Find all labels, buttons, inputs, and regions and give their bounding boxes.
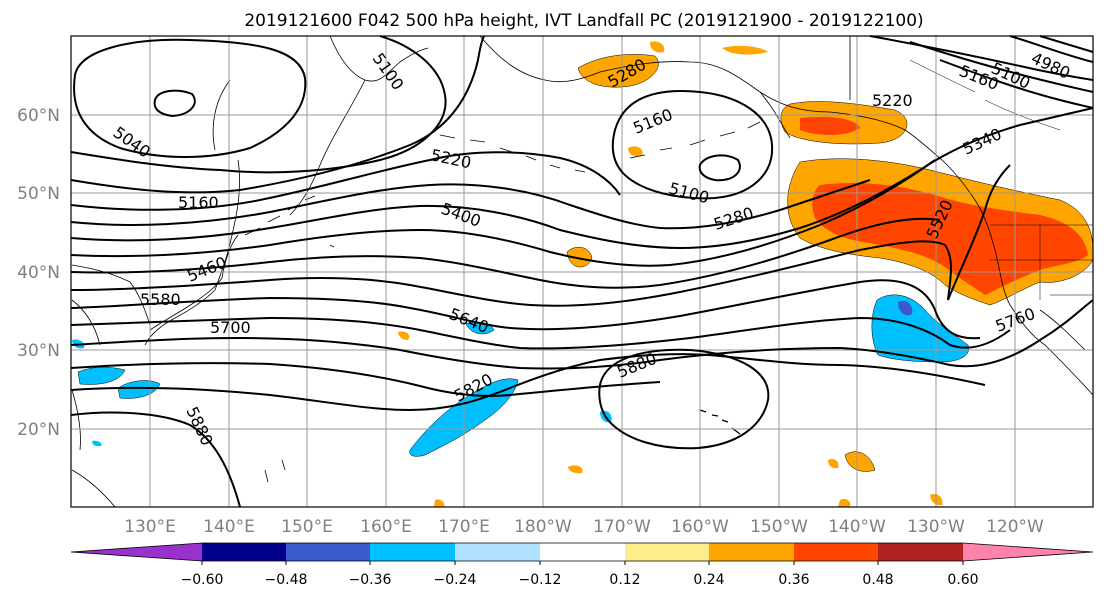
colorbar-tick-label: 0.60 bbox=[947, 572, 978, 588]
colorbar-segment bbox=[71, 543, 202, 561]
colorbar-segment bbox=[625, 543, 709, 561]
contour-label: 5220 bbox=[872, 91, 913, 110]
colorbar-tick-label: −0.24 bbox=[434, 572, 477, 588]
colorbar-segment bbox=[455, 543, 540, 561]
lon-label: 170°E bbox=[438, 517, 490, 537]
colorbar-ticks: −0.60 −0.48 −0.36 −0.24 −0.12 0.12 0.24 0.36 0.4… bbox=[181, 561, 979, 588]
colorbar-segment bbox=[540, 543, 625, 561]
lon-label: 150°W bbox=[750, 517, 808, 537]
lon-label: 180°W bbox=[514, 517, 572, 537]
colorbar-tick-label: 0.24 bbox=[693, 572, 724, 588]
height-contours bbox=[70, 35, 1094, 508]
lon-label: 170°W bbox=[593, 517, 651, 537]
map-title: 2019121600 F042 500 hPa height, IVT Land… bbox=[244, 11, 923, 31]
longitude-labels: 130°E 140°E 150°E 160°E 170°E 180°W 170°… bbox=[124, 517, 1044, 537]
map-panel: 5100 5040 5160 5220 5400 5460 5580 5700 … bbox=[70, 35, 1094, 508]
colorbar-segment bbox=[963, 543, 1093, 561]
lon-label: 140°E bbox=[203, 517, 255, 537]
lat-label: 40°N bbox=[17, 263, 60, 283]
colorbar-tick-label: −0.36 bbox=[349, 572, 392, 588]
colorbar-tick-label: 0.12 bbox=[609, 572, 640, 588]
contour-label: 5160 bbox=[178, 193, 219, 212]
contour-label: 5580 bbox=[140, 290, 181, 309]
lon-label: 140°W bbox=[828, 517, 886, 537]
contour-label: 5700 bbox=[210, 318, 251, 337]
colorbar-segment bbox=[286, 543, 370, 561]
lat-label: 60°N bbox=[17, 106, 60, 126]
colorbar-tick-label: −0.48 bbox=[265, 572, 308, 588]
colorbar-tick-label: 0.36 bbox=[778, 572, 809, 588]
colorbar-tick-label: 0.48 bbox=[862, 572, 893, 588]
colorbar-segment bbox=[794, 543, 878, 561]
map-frame bbox=[70, 35, 1094, 508]
colorbar-segment bbox=[370, 543, 455, 561]
lat-label: 50°N bbox=[17, 184, 60, 204]
lat-label: 30°N bbox=[17, 341, 60, 361]
colorbar-segment bbox=[202, 543, 286, 561]
colorbar-segment bbox=[878, 543, 963, 561]
lon-label: 120°W bbox=[986, 517, 1044, 537]
lat-label: 20°N bbox=[17, 420, 60, 440]
colorbar-tick-label: −0.12 bbox=[519, 572, 562, 588]
colorbar-tick-label: −0.60 bbox=[181, 572, 224, 588]
lon-label: 160°E bbox=[360, 517, 412, 537]
ivt-positive-shading bbox=[398, 41, 1094, 507]
colorbar-segments bbox=[70, 542, 1094, 562]
latitude-labels: 60°N 50°N 40°N 30°N 20°N bbox=[17, 106, 60, 440]
graticule bbox=[71, 36, 1093, 507]
lon-label: 130°W bbox=[907, 517, 965, 537]
colorbar: −0.60 −0.48 −0.36 −0.24 −0.12 0.12 0.24 0.36 0.4… bbox=[70, 542, 1094, 588]
lon-label: 130°E bbox=[124, 517, 176, 537]
lon-label: 150°E bbox=[281, 517, 333, 537]
colorbar-segment bbox=[709, 543, 794, 561]
lon-label: 160°W bbox=[671, 517, 729, 537]
